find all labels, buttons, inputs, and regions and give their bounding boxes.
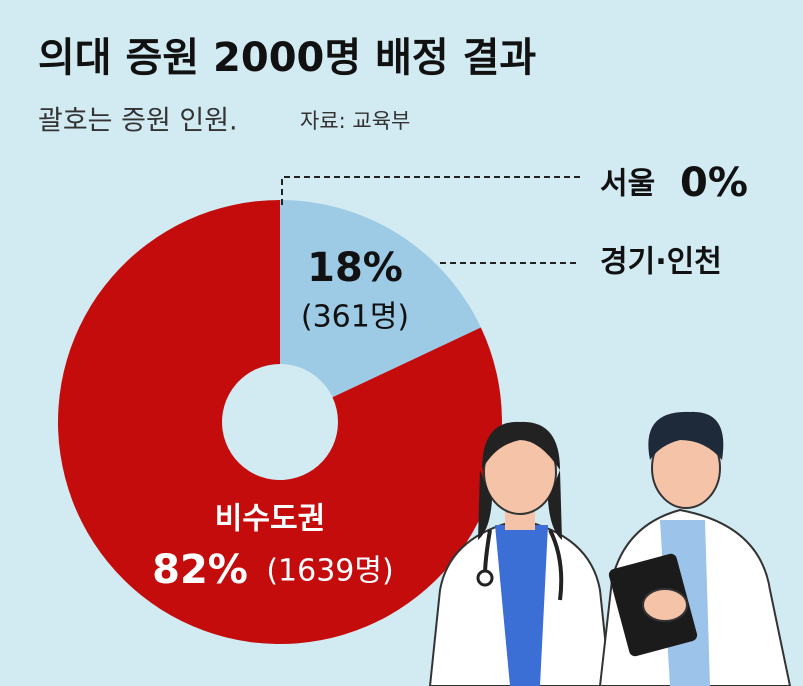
count-label: (1639명)	[266, 554, 393, 589]
source: 자료: 교육부	[300, 109, 410, 133]
illustration	[428, 411, 792, 686]
category-label: 경기·인천	[600, 245, 722, 280]
subtitle: 괄호는 증원 인원.	[38, 106, 238, 137]
category-label: 서울	[600, 167, 655, 202]
value-label: 0%	[680, 160, 748, 206]
donut	[57, 200, 503, 644]
chart-title: 의대 증원 2000명 배정 결과	[38, 35, 536, 81]
slice	[280, 200, 481, 398]
slice	[57, 200, 503, 644]
category-label: 비수도권	[215, 502, 325, 537]
count-label: (361명)	[301, 300, 409, 335]
value-label: 18%	[307, 245, 403, 291]
value-label: 82%	[152, 547, 248, 593]
